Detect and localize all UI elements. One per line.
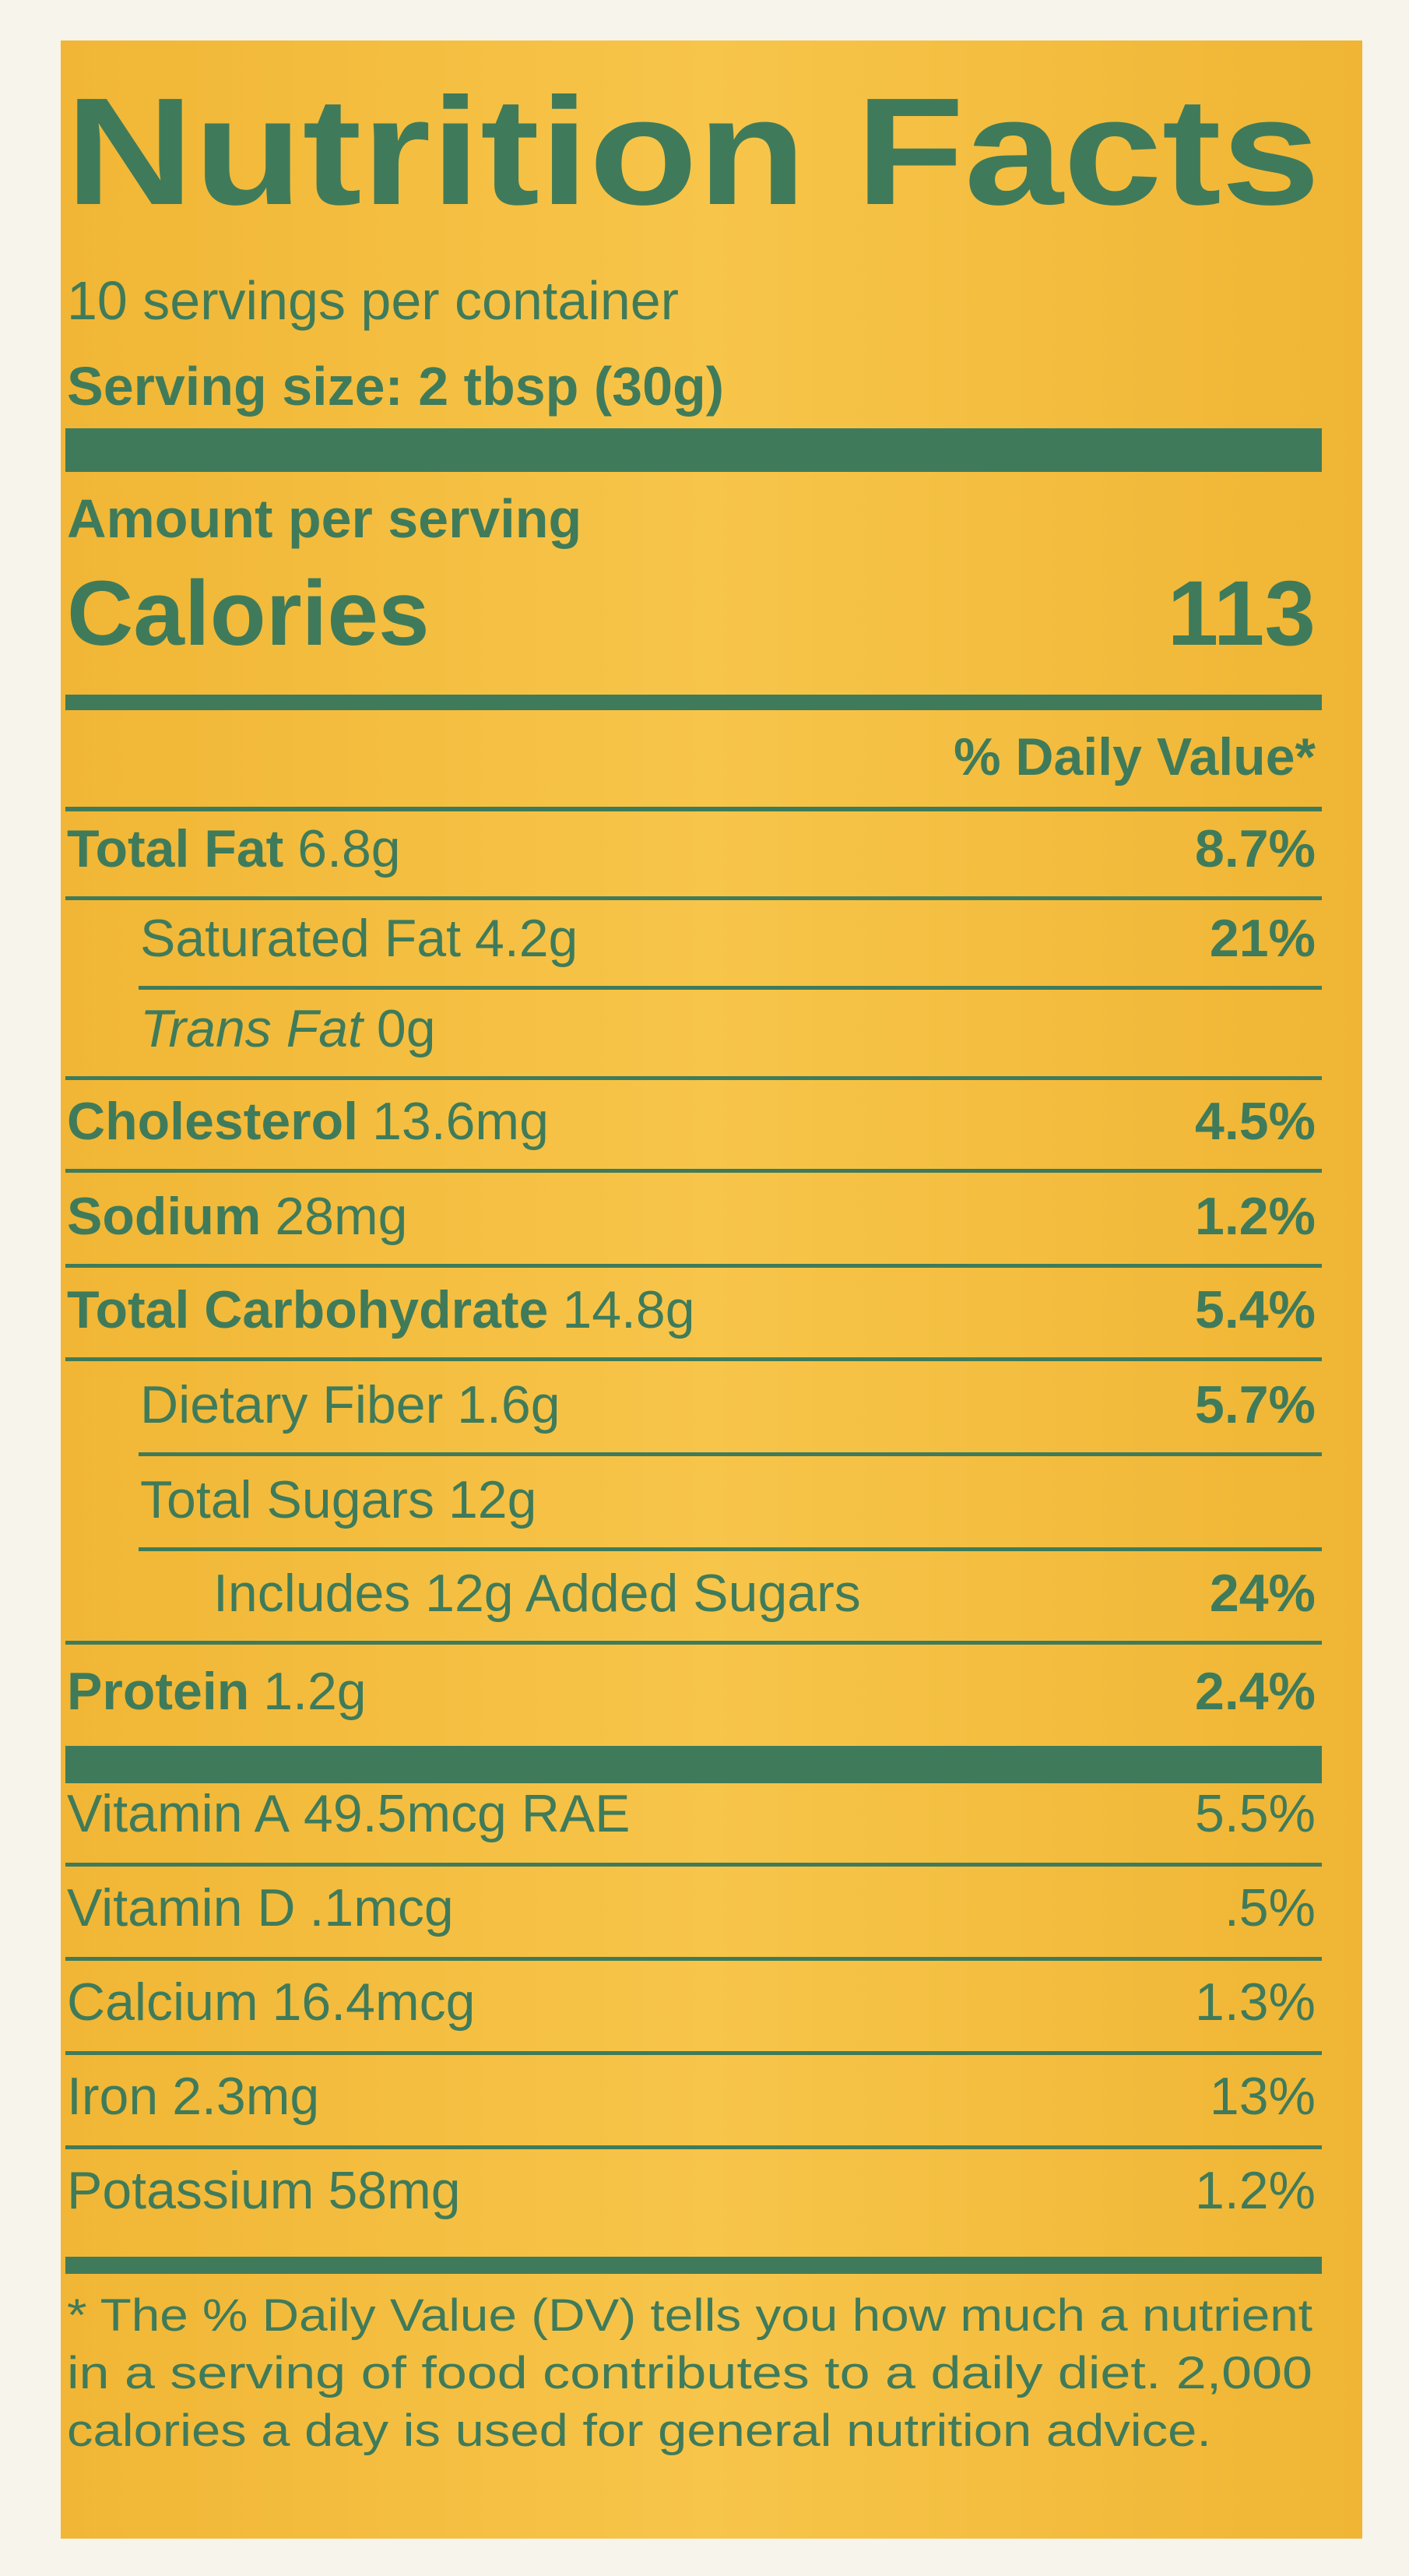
row-rule: [65, 1863, 1322, 1867]
vitamin-row: Potassium 58mg: [67, 2161, 461, 2220]
nutrient-name: Cholesterol: [67, 1092, 358, 1151]
nutrient-dv: 2.4%: [1195, 1662, 1316, 1721]
vitamin-row: Vitamin A 49.5mcg RAE: [67, 1784, 631, 1843]
nutrient-name: Sodium: [67, 1187, 261, 1246]
nutrient-dv: 5.4%: [1195, 1280, 1316, 1339]
amount-caption: Amount per serving: [67, 488, 582, 549]
vitamin-row: Calcium 16.4mcg: [67, 1972, 475, 2032]
nutrient-row: Includes 12g Added Sugars: [213, 1564, 861, 1623]
calories-label: Calories: [67, 562, 430, 665]
nutrient-row: Protein 1.2g: [67, 1662, 367, 1721]
nutrient-row: Saturated Fat 4.2g: [140, 909, 578, 968]
row-rule: [65, 1957, 1322, 1961]
vitamin-amount: .1mcg: [310, 1878, 454, 1937]
thin-rule: [65, 807, 1322, 811]
nutrient-name: Includes 12g Added Sugars: [213, 1564, 861, 1623]
nutrient-row: Cholesterol 13.6mg: [67, 1092, 549, 1151]
footnote-line: calories a day is used for general nutri…: [67, 2405, 1211, 2456]
nutrient-amount: 1.6g: [457, 1375, 560, 1434]
vitamin-amount: 2.3mg: [172, 2067, 319, 2126]
nutrient-dv: 24%: [1210, 1564, 1316, 1623]
vitamin-dv: 13%: [1210, 2067, 1316, 2126]
nutrient-amount: 28mg: [275, 1187, 407, 1246]
thick-rule: [65, 428, 1322, 472]
nutrient-row: Dietary Fiber 1.6g: [140, 1375, 560, 1434]
nutrient-row: Sodium 28mg: [67, 1187, 407, 1246]
nutrient-row: Total Carbohydrate 14.8g: [67, 1280, 695, 1339]
nutrient-row: Total Fat 6.8g: [67, 819, 401, 878]
nutrient-amount: 13.6mg: [372, 1092, 549, 1151]
nutrient-amount: 14.8g: [562, 1280, 694, 1339]
nutrient-amount: 6.8g: [297, 819, 400, 878]
vitamin-row: Vitamin D .1mcg: [67, 1878, 454, 1937]
row-rule: [65, 1641, 1322, 1645]
vitamin-name: Calcium: [67, 1972, 258, 2032]
row-rule: [65, 1076, 1322, 1080]
row-rule: [65, 1169, 1322, 1173]
nutrient-dv: 21%: [1210, 909, 1316, 968]
row-rule: [65, 2145, 1322, 2149]
vitamin-name: Potassium: [67, 2161, 314, 2220]
nutrient-amount: 12g: [448, 1470, 536, 1529]
vitamin-name: Iron: [67, 2067, 158, 2126]
thick-rule: [65, 1746, 1322, 1783]
vitamin-dv: 5.5%: [1195, 1784, 1316, 1843]
nutrient-name: Trans Fat: [140, 999, 365, 1058]
medium-rule: [65, 695, 1322, 710]
servings: 10 servings per container: [67, 270, 679, 331]
vitamin-name: Vitamin A: [67, 1784, 290, 1843]
row-rule: [139, 1547, 1322, 1551]
vitamin-row: Iron 2.3mg: [67, 2067, 319, 2126]
footnote-line: in a serving of food contributes to a da…: [67, 2348, 1312, 2398]
vitamin-dv: 1.2%: [1195, 2161, 1316, 2220]
row-rule: [65, 1264, 1322, 1268]
row-rule: [139, 1452, 1322, 1456]
nutrient-amount: 4.2g: [475, 909, 578, 968]
vitamin-name: Vitamin D: [67, 1878, 296, 1937]
row-rule: [139, 986, 1322, 990]
nutrient-name: Total Carbohydrate: [67, 1280, 548, 1339]
calories-value: 113: [1168, 562, 1316, 665]
nutrient-name: Saturated Fat: [140, 909, 461, 968]
vitamin-amount: 49.5mcg RAE: [304, 1784, 631, 1843]
nutrient-name: Dietary Fiber: [140, 1375, 443, 1434]
nutrient-name: Total Sugars: [140, 1470, 434, 1529]
nutrient-dv: 4.5%: [1195, 1092, 1316, 1151]
nutrient-amount: 0g: [377, 999, 436, 1058]
row-rule: [65, 896, 1322, 900]
nutrient-dv: 5.7%: [1195, 1375, 1316, 1434]
nutrient-dv: 8.7%: [1195, 819, 1316, 878]
medium-rule: [65, 2257, 1322, 2274]
vitamin-amount: 58mg: [328, 2161, 460, 2220]
nutrient-row: Trans Fat 0g: [140, 999, 436, 1058]
nutrient-row: Total Sugars 12g: [140, 1470, 536, 1529]
nutrient-amount: 1.2g: [263, 1662, 366, 1721]
nutrient-name: Protein: [67, 1662, 249, 1721]
vitamin-dv: 1.3%: [1195, 1972, 1316, 2032]
daily-value-header: % Daily Value*: [954, 727, 1316, 787]
vitamin-amount: 16.4mcg: [272, 1972, 476, 2032]
nutrient-dv: 1.2%: [1195, 1187, 1316, 1246]
serving-size: Serving size: 2 tbsp (30g): [67, 356, 724, 417]
nutrient-name: Total Fat: [67, 819, 283, 878]
row-rule: [65, 1357, 1322, 1361]
title: Nutrition Facts: [65, 66, 1320, 237]
vitamin-dv: .5%: [1225, 1878, 1316, 1937]
footnote-line: * The % Daily Value (DV) tells you how m…: [67, 2290, 1312, 2341]
row-rule: [65, 2051, 1322, 2055]
